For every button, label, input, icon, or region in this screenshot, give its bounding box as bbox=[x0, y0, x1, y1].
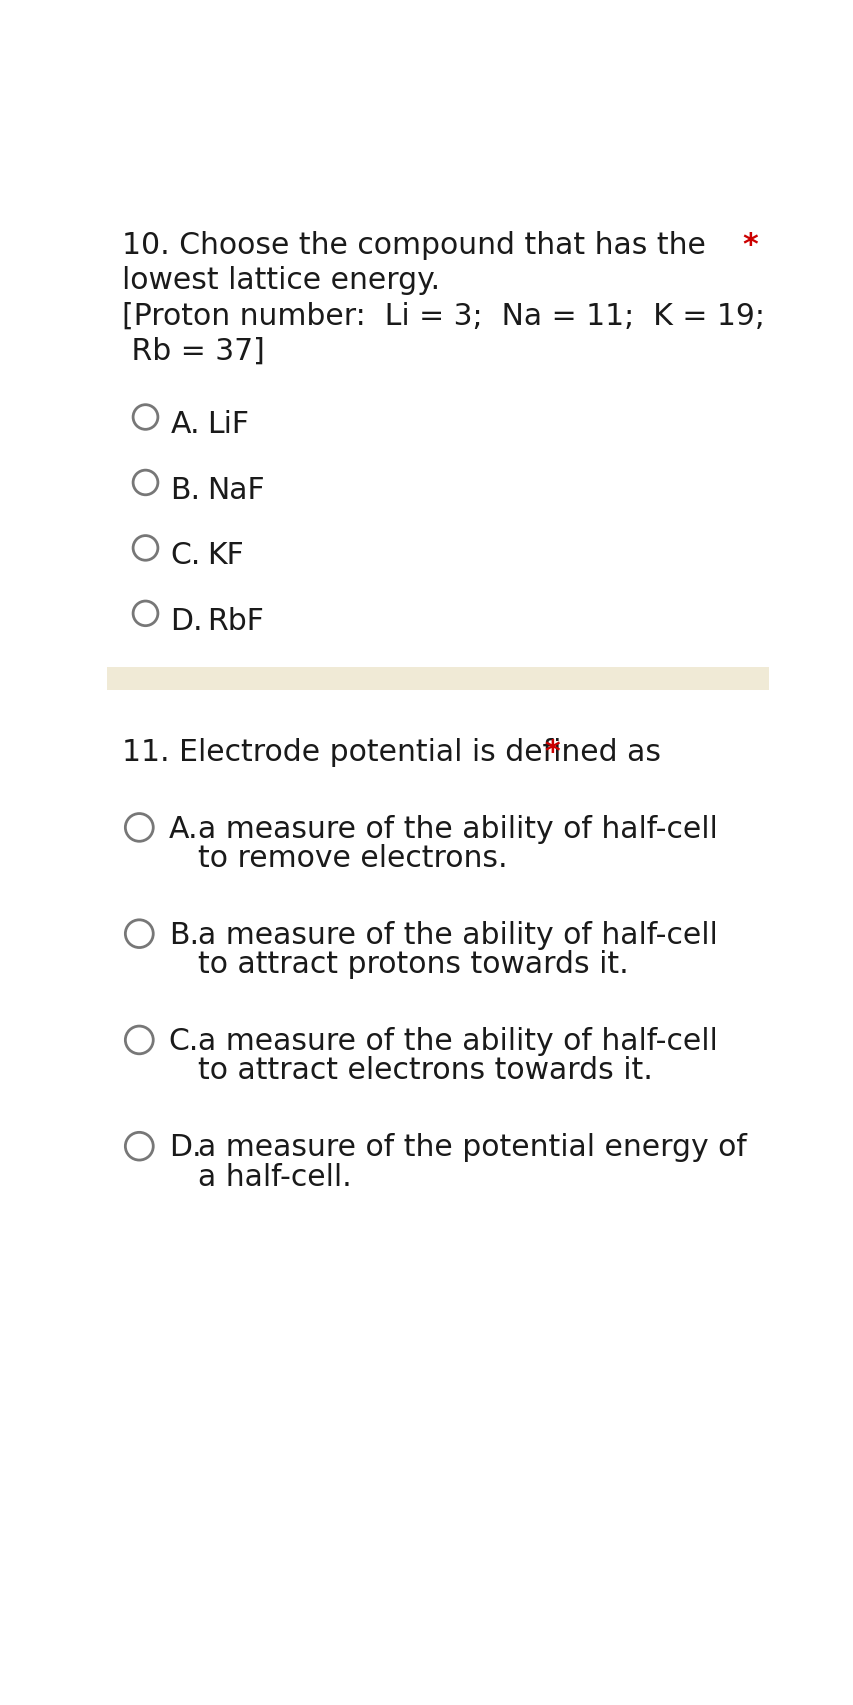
FancyBboxPatch shape bbox=[107, 668, 768, 691]
Text: 10. Choose the compound that has the: 10. Choose the compound that has the bbox=[122, 230, 705, 259]
Text: A.: A. bbox=[169, 813, 198, 842]
Text: KF: KF bbox=[207, 540, 244, 569]
Text: [Proton number:  Li = 3;  Na = 11;  K = 19;: [Proton number: Li = 3; Na = 11; K = 19; bbox=[122, 302, 764, 331]
Text: lowest lattice energy.: lowest lattice energy. bbox=[122, 266, 440, 295]
Text: B.: B. bbox=[169, 921, 199, 950]
Text: C.: C. bbox=[169, 1026, 199, 1055]
Text: to remove electrons.: to remove electrons. bbox=[198, 844, 508, 873]
Text: a measure of the potential energy of: a measure of the potential energy of bbox=[198, 1132, 746, 1161]
Text: Rb = 37]: Rb = 37] bbox=[122, 338, 264, 367]
Text: a measure of the ability of half-cell: a measure of the ability of half-cell bbox=[198, 921, 717, 950]
Text: NaF: NaF bbox=[207, 476, 264, 505]
Text: RbF: RbF bbox=[207, 607, 264, 636]
Text: *: * bbox=[741, 230, 757, 259]
Text: to attract protons towards it.: to attract protons towards it. bbox=[198, 950, 628, 979]
Text: to attract electrons towards it.: to attract electrons towards it. bbox=[198, 1055, 653, 1084]
Text: A.: A. bbox=[170, 411, 200, 440]
Text: a measure of the ability of half-cell: a measure of the ability of half-cell bbox=[198, 813, 717, 842]
Text: C.: C. bbox=[170, 540, 200, 569]
Text: 11. Electrode potential is defined as: 11. Electrode potential is defined as bbox=[122, 737, 660, 766]
Text: D.: D. bbox=[169, 1132, 201, 1161]
Text: a measure of the ability of half-cell: a measure of the ability of half-cell bbox=[198, 1026, 717, 1055]
Text: LiF: LiF bbox=[207, 411, 249, 440]
Text: *: * bbox=[544, 737, 560, 766]
Text: a half-cell.: a half-cell. bbox=[198, 1161, 351, 1190]
Text: B.: B. bbox=[170, 476, 200, 505]
Text: D.: D. bbox=[170, 607, 203, 636]
